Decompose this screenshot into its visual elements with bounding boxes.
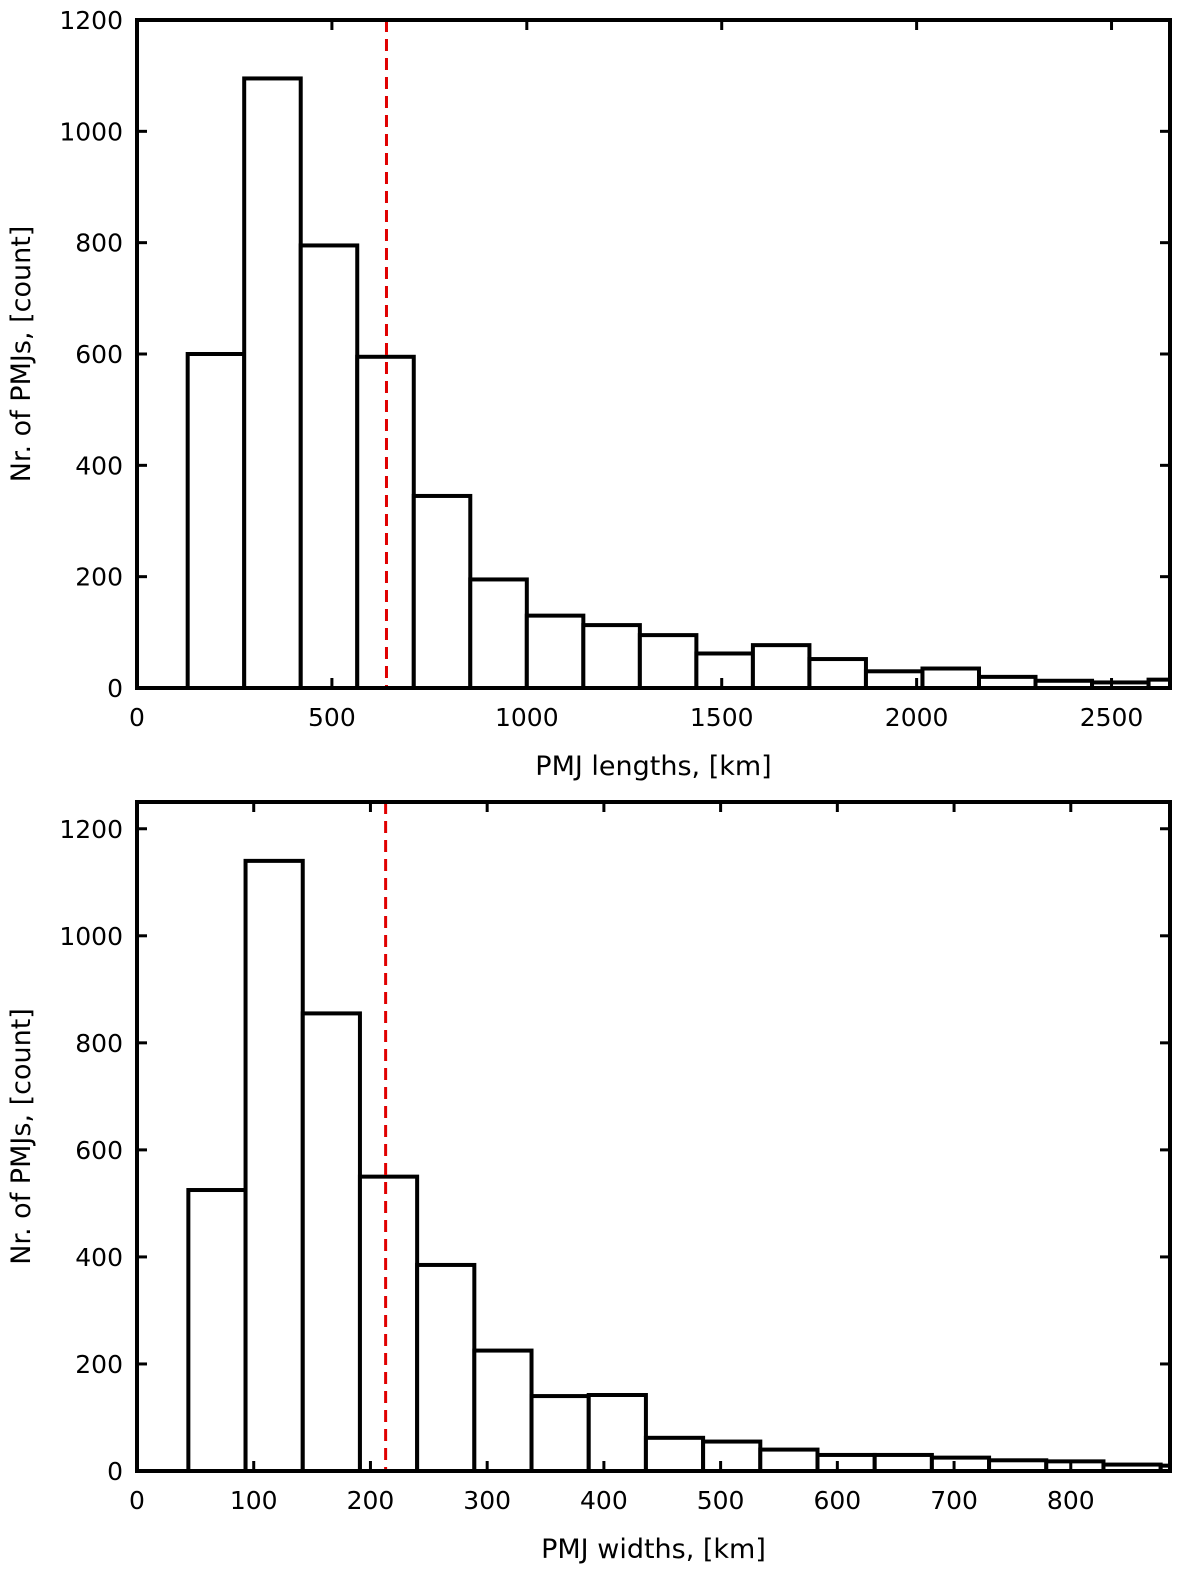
lengths-bar-6 bbox=[524, 613, 586, 691]
widths-ytick-label-1: 200 bbox=[75, 1350, 123, 1379]
lengths-ytick-label-5: 1000 bbox=[59, 117, 123, 146]
lengths-xtick-label-2: 1000 bbox=[495, 703, 559, 732]
widths-ytick-label-5: 1000 bbox=[59, 922, 123, 951]
lengths-xtick-label-5: 2500 bbox=[1080, 703, 1144, 732]
widths-bar-1 bbox=[243, 858, 305, 1473]
widths-y-ticks: 0 200 400 600 800 1000 1200 bbox=[59, 815, 1170, 1486]
widths-x-ticks: 0 100 200 300 400 500 600 700 800 bbox=[129, 802, 1095, 1515]
lengths-bar-4 bbox=[411, 493, 473, 691]
lengths-x-axis-label: PMJ lengths, [km] bbox=[535, 751, 771, 782]
lengths-bar-9 bbox=[694, 651, 755, 691]
lengths-ytick-label-3: 600 bbox=[75, 340, 123, 369]
lengths-ytick-label-1: 200 bbox=[75, 563, 123, 592]
lengths-bar-2 bbox=[298, 243, 360, 690]
lengths-bar-13 bbox=[920, 666, 981, 690]
lengths-bar-12 bbox=[863, 669, 925, 690]
widths-bar-11 bbox=[815, 1452, 877, 1473]
widths-xtick-label-1: 100 bbox=[230, 1486, 278, 1515]
lengths-y-axis-label: Nr. of PMJs, [count] bbox=[6, 226, 37, 483]
widths-bar-12 bbox=[872, 1452, 934, 1473]
widths-bar-2 bbox=[300, 1011, 362, 1473]
widths-xtick-label-2: 200 bbox=[347, 1486, 395, 1515]
widths-ytick-label-0: 0 bbox=[107, 1457, 123, 1486]
widths-histogram-panel: 0 100 200 300 400 500 600 700 800 0 200 400 600 800 1… bbox=[6, 800, 1172, 1565]
lengths-xtick-label-0: 0 bbox=[129, 703, 145, 732]
widths-ytick-label-2: 400 bbox=[75, 1243, 123, 1272]
widths-bar-3 bbox=[357, 1174, 420, 1473]
widths-xtick-label-6: 600 bbox=[813, 1486, 861, 1515]
widths-bar-13 bbox=[929, 1455, 992, 1473]
widths-axes-frame bbox=[135, 800, 1172, 1473]
widths-xtick-label-0: 0 bbox=[129, 1486, 145, 1515]
lengths-ytick-label-6: 1200 bbox=[59, 6, 123, 35]
widths-xtick-label-4: 400 bbox=[580, 1486, 628, 1515]
lengths-ytick-label-0: 0 bbox=[107, 674, 123, 703]
widths-ytick-label-3: 600 bbox=[75, 1136, 123, 1165]
lengths-y-ticks: 0 200 400 600 800 1000 1200 bbox=[59, 6, 1170, 703]
widths-bar-10 bbox=[758, 1447, 820, 1474]
lengths-xtick-label-3: 1500 bbox=[690, 703, 754, 732]
lengths-bar-7 bbox=[581, 623, 642, 691]
lengths-axes-frame bbox=[135, 18, 1172, 690]
lengths-xtick-label-4: 2000 bbox=[885, 703, 949, 732]
widths-y-axis-label: Nr. of PMJs, [count] bbox=[6, 1008, 37, 1265]
lengths-bar-8 bbox=[637, 633, 699, 690]
lengths-ytick-label-2: 400 bbox=[75, 451, 123, 480]
widths-xtick-label-7: 700 bbox=[930, 1486, 978, 1515]
lengths-bar-10 bbox=[750, 643, 812, 690]
widths-bar-4 bbox=[415, 1262, 477, 1473]
lengths-histogram-panel: 0 500 1000 1500 2000 2500 0 200 400 600 800 1000 12… bbox=[6, 6, 1173, 782]
lengths-bar-11 bbox=[807, 657, 868, 691]
lengths-bar-0 bbox=[185, 352, 247, 690]
widths-x-axis-label: PMJ widths, [km] bbox=[541, 1534, 766, 1565]
lengths-bar-5 bbox=[468, 577, 529, 691]
widths-bar-6 bbox=[529, 1394, 591, 1474]
widths-xtick-label-8: 800 bbox=[1047, 1486, 1095, 1515]
widths-xtick-label-5: 500 bbox=[697, 1486, 745, 1515]
lengths-xtick-label-1: 500 bbox=[308, 703, 356, 732]
widths-bar-8 bbox=[643, 1435, 706, 1474]
widths-bars bbox=[137, 858, 1172, 1474]
widths-ytick-label-6: 1200 bbox=[59, 815, 123, 844]
widths-xtick-label-3: 300 bbox=[463, 1486, 511, 1515]
widths-bar-0 bbox=[186, 1188, 248, 1474]
widths-ytick-label-4: 800 bbox=[75, 1029, 123, 1058]
widths-bar-9 bbox=[701, 1439, 763, 1473]
lengths-bar-1 bbox=[242, 76, 303, 690]
lengths-bars bbox=[137, 76, 1173, 691]
lengths-ytick-label-4: 800 bbox=[75, 229, 123, 258]
widths-bar-7 bbox=[586, 1393, 648, 1473]
widths-bar-5 bbox=[472, 1348, 534, 1473]
